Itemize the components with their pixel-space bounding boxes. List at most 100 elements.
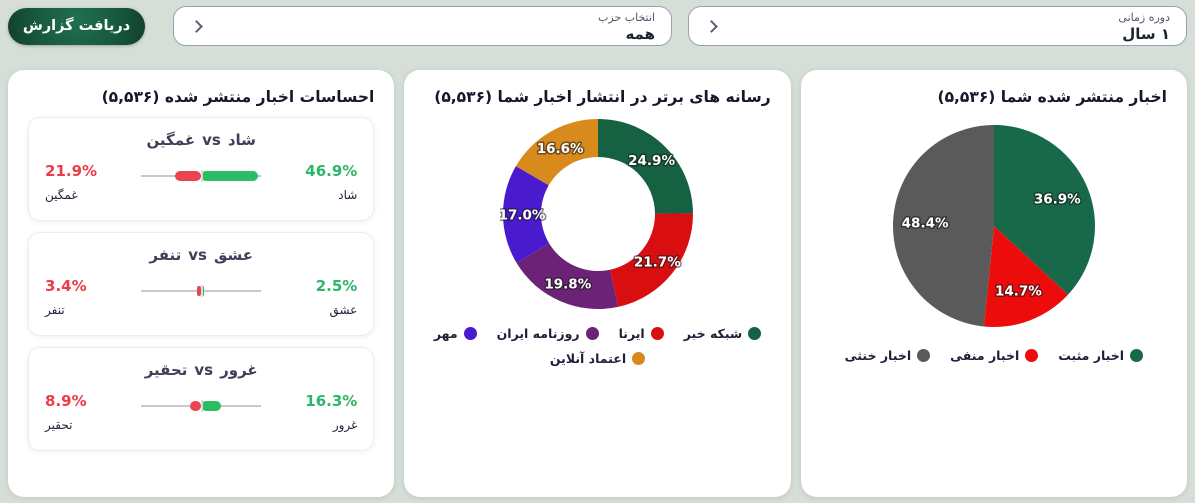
positive-stat: 46.9% شاد — [271, 162, 357, 202]
chart-slice — [515, 119, 598, 186]
negative-value: 21.9% — [45, 162, 98, 180]
emotion-title-left: غمگین — [146, 131, 196, 149]
emotion-slider[interactable] — [141, 399, 262, 413]
positive-stat: 2.5% عشق — [271, 277, 358, 317]
negative-value: 3.4% — [45, 277, 87, 295]
positive-label: غرور — [332, 418, 358, 432]
emotion-panel-contempt-pride: تحقیر vs غرور 8.9% تحقیر 16.3% غرور — [28, 347, 375, 451]
card-title: رسانه های برتر در انتشار اخبار شما (۵,۵۳… — [434, 88, 771, 106]
emotion-panel-title: غمگین vs شاد — [45, 131, 357, 149]
negative-label: تنفر — [45, 303, 65, 317]
slice-percent-label: 16.6% — [536, 141, 583, 157]
chart-slice — [892, 125, 994, 327]
legend-dot-icon — [1025, 349, 1039, 362]
legend-item[interactable]: روزنامه ایران — [497, 326, 599, 341]
positive-stat: 16.3% غرور — [271, 392, 357, 432]
slider-midpoint — [201, 400, 203, 412]
negative-label: تحقیر — [45, 418, 73, 432]
emotion-title-right: غرور — [220, 361, 258, 379]
get-report-button[interactable]: دریافت گزارش — [8, 7, 145, 45]
legend-item[interactable]: اخبار خنثی — [845, 348, 931, 363]
slice-percent-label: 19.8% — [544, 277, 591, 293]
emotion-title-left: تحقیر — [144, 361, 188, 379]
legend-dot-icon — [632, 352, 646, 365]
legend-dot-icon — [585, 327, 599, 340]
slice-percent-label: 48.4% — [902, 216, 949, 232]
legend-label: اخبار منفی — [950, 348, 1020, 363]
emotion-title-right: شاد — [227, 131, 256, 149]
legend-label: ایرنا — [618, 326, 645, 341]
negative-bar — [190, 401, 202, 411]
slice-percent-label: 36.9% — [1034, 191, 1081, 207]
top-toolbar: دوره زمانی ۱ سال انتخاب حزب همه دریافت گ… — [0, 0, 1195, 46]
legend-item[interactable]: شبکه خبر — [683, 326, 762, 341]
legend-item[interactable]: اعتماد آنلاین — [549, 351, 646, 366]
negative-stat: 3.4% تنفر — [45, 277, 131, 317]
vs-label: vs — [202, 131, 221, 149]
chevron-down-icon — [190, 20, 203, 33]
emotion-panel-title: تحقیر vs غرور — [45, 361, 357, 379]
legend-item[interactable]: مهر — [434, 326, 477, 341]
legend-dot-icon — [650, 327, 664, 340]
legend-dot-icon — [1130, 349, 1144, 362]
legend-label: اخبار مثبت — [1058, 348, 1125, 363]
slider-midpoint — [201, 285, 203, 297]
positive-value: 16.3% — [305, 392, 358, 410]
negative-stat: 21.9% غمگین — [45, 162, 131, 202]
emotion-panel-title: تنفر vs عشق — [45, 246, 357, 264]
negative-label: غمگین — [45, 188, 78, 202]
positive-bar — [201, 401, 221, 411]
slice-percent-label: 17.0% — [500, 207, 546, 223]
period-select[interactable]: دوره زمانی ۱ سال — [688, 6, 1187, 46]
slider-midpoint — [201, 170, 203, 182]
positive-bar — [201, 171, 258, 181]
negative-value: 8.9% — [45, 392, 87, 410]
emotion-slider[interactable] — [141, 169, 262, 183]
emotion-panel-sad-happy: غمگین vs شاد 21.9% غمگین 46.9% شاد — [28, 117, 375, 221]
chart-slice — [983, 226, 1068, 327]
chart-slice — [597, 119, 693, 214]
slice-percent-label: 24.9% — [628, 153, 675, 169]
chart-slice — [502, 166, 549, 263]
vs-label: vs — [188, 246, 207, 264]
chart-slice — [516, 243, 618, 309]
legend-label: اخبار خنثی — [844, 348, 912, 363]
legend-dot-icon — [917, 349, 931, 362]
chart-slice — [609, 213, 693, 307]
dashboard-cards: اخبار منتشر شده شما (۵,۵۳۶) 36.9% 14.7% 48… — [0, 46, 1195, 497]
positive-value: 46.9% — [305, 162, 358, 180]
legend-item[interactable]: اخبار منفی — [950, 348, 1039, 363]
legend-label: روزنامه ایران — [496, 326, 580, 341]
legend-item[interactable]: ایرنا — [619, 326, 664, 341]
period-select-label: دوره زمانی — [1118, 11, 1170, 24]
media-donut-chart: 24.9% 21.7% 19.8% 17.0% 16.6% — [500, 119, 693, 309]
legend-item[interactable]: اخبار مثبت — [1058, 348, 1144, 363]
media-donut-legend: شبکه خبر ایرنا روزنامه ایران مهر اعتماد آنلا… — [425, 326, 770, 366]
chevron-down-icon — [705, 20, 718, 33]
top-media-card: رسانه های برتر در انتشار اخبار شما (۵,۵۳… — [404, 70, 791, 497]
period-select-value: ۱ سال — [1122, 25, 1170, 43]
negative-bar — [174, 171, 202, 181]
legend-label: اعتماد آنلاین — [549, 351, 627, 366]
chart-slice — [993, 125, 1095, 295]
legend-label: مهر — [433, 326, 458, 341]
legend-label: شبکه خبر — [683, 326, 743, 341]
card-title: احساسات اخبار منتشر شده (۵,۵۳۶) — [101, 88, 375, 106]
news-pie-legend: اخبار مثبت اخبار منفی اخبار خنثی — [821, 348, 1167, 363]
party-select-label: انتخاب حزب — [598, 11, 655, 24]
positive-bar — [201, 286, 205, 296]
emotion-title-left: تنفر — [149, 246, 182, 264]
positive-label: عشق — [329, 303, 358, 317]
positive-value: 2.5% — [315, 277, 358, 295]
negative-stat: 8.9% تحقیر — [45, 392, 131, 432]
legend-dot-icon — [748, 327, 762, 340]
vs-label: vs — [194, 361, 214, 379]
slice-percent-label: 21.7% — [633, 255, 680, 271]
slice-percent-label: 14.7% — [995, 284, 1042, 300]
sentiments-card: احساسات اخبار منتشر شده (۵,۵۳۶) غمگین vs… — [8, 70, 395, 497]
party-select[interactable]: انتخاب حزب همه — [173, 6, 672, 46]
published-news-card: اخبار منتشر شده شما (۵,۵۳۶) 36.9% 14.7% 48… — [800, 70, 1187, 497]
card-title: اخبار منتشر شده شما (۵,۵۳۶) — [937, 88, 1167, 106]
emotion-title-right: عشق — [213, 246, 253, 264]
emotion-slider[interactable] — [141, 284, 262, 298]
